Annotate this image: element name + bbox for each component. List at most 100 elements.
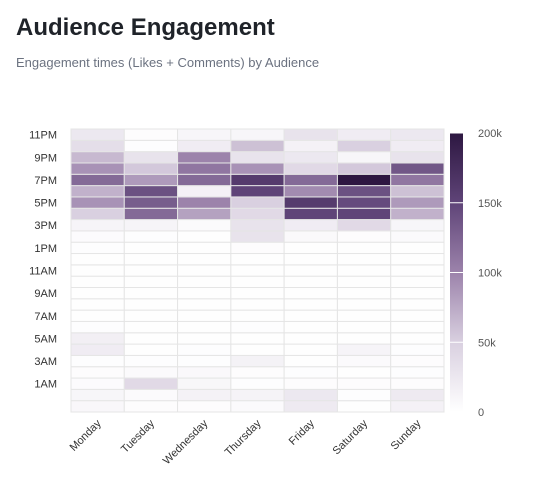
heatmap-cell	[283, 298, 338, 311]
heatmap-cell	[230, 309, 285, 322]
heatmap-cell	[177, 286, 232, 300]
colorbar-tick-label: 50k	[478, 337, 496, 349]
heatmap-cell	[336, 286, 392, 300]
heatmap-cell	[390, 173, 445, 187]
colorbar-tick-label: 100k	[478, 268, 502, 280]
heatmap-cell	[177, 320, 232, 334]
heatmap-cell	[177, 298, 232, 311]
heatmap-cell	[336, 173, 392, 187]
heatmap-cell	[336, 264, 392, 277]
heatmap-cell	[283, 128, 338, 141]
heatmap-cell	[390, 298, 445, 311]
heatmap-cell	[390, 162, 445, 175]
heatmap-cell	[336, 388, 392, 402]
heatmap-cell	[70, 207, 125, 221]
heatmap-cell	[70, 309, 125, 322]
heatmap-cell	[70, 400, 125, 413]
heatmap-cell	[283, 241, 338, 255]
heatmap-cell	[70, 128, 125, 141]
heatmap-cell	[390, 332, 445, 345]
heatmap-cell	[230, 196, 285, 209]
heatmap-cell	[283, 185, 338, 198]
heatmap-cell	[177, 388, 232, 402]
heatmap-cell	[283, 354, 338, 368]
heatmap-cell	[390, 230, 445, 243]
heatmap-cell	[390, 309, 445, 322]
chart-subtitle: Engagement times (Likes + Comments) by A…	[16, 55, 320, 70]
heatmap-cell	[177, 275, 232, 288]
heatmap-cell	[336, 207, 392, 221]
heatmap-cell	[70, 219, 125, 232]
heatmap-cell	[123, 230, 179, 243]
heatmap-cell	[283, 366, 338, 379]
heatmap-cell	[390, 320, 445, 334]
heatmap-cell	[123, 264, 179, 277]
heatmap-cell	[70, 286, 125, 300]
heatmap-cells	[70, 128, 445, 413]
heatmap-cell	[123, 400, 179, 413]
heatmap-cell	[177, 128, 232, 141]
heatmap-cell	[123, 320, 179, 334]
heatmap-cell	[123, 366, 179, 379]
colorbar-tick-label: 200k	[478, 128, 502, 140]
heatmap-cell	[70, 377, 125, 390]
heatmap-cell	[177, 162, 232, 175]
heatmap-cell	[177, 343, 232, 356]
heatmap-cell	[123, 309, 179, 322]
heatmap-cell	[123, 162, 179, 175]
heatmap-cell	[283, 219, 338, 232]
heatmap-cell	[230, 377, 285, 390]
heatmap-cell	[177, 207, 232, 221]
chart-title: Audience Engagement	[16, 14, 275, 41]
heatmap-cell	[230, 286, 285, 300]
heatmap-cell	[177, 185, 232, 198]
y-tick-label: 5AM	[34, 333, 57, 345]
heatmap-cell	[390, 286, 445, 300]
heatmap-cell	[336, 185, 392, 198]
heatmap-cell	[123, 185, 179, 198]
heatmap-cell	[177, 253, 232, 266]
heatmap-cell	[390, 185, 445, 198]
heatmap-cell	[336, 354, 392, 368]
heatmap-cell	[230, 264, 285, 277]
heatmap-cell	[283, 275, 338, 288]
heatmap-cell	[283, 207, 338, 221]
heatmap-cell	[390, 366, 445, 379]
heatmap-cell	[123, 343, 179, 356]
heatmap-cell	[230, 219, 285, 232]
heatmap-cell	[336, 332, 392, 345]
heatmap-cell	[390, 219, 445, 232]
heatmap-cell	[230, 151, 285, 164]
heatmap-cell	[230, 332, 285, 345]
y-tick-label: 5PM	[34, 198, 57, 210]
y-tick-label: 3PM	[34, 220, 57, 232]
heatmap-cell	[177, 400, 232, 413]
heatmap-cell	[70, 275, 125, 288]
heatmap-cell	[123, 253, 179, 266]
heatmap-cell	[390, 275, 445, 288]
x-tick-label: Friday	[287, 417, 317, 447]
heatmap-cell	[336, 151, 392, 164]
heatmap-cell	[70, 354, 125, 368]
heatmap-cell	[123, 219, 179, 232]
heatmap-cell	[390, 400, 445, 413]
heatmap-cell	[230, 320, 285, 334]
heatmap-cell	[336, 320, 392, 334]
heatmap-cell	[177, 366, 232, 379]
heatmap-cell	[70, 139, 125, 153]
x-tick-label: Saturday	[331, 417, 371, 457]
heatmap-cell	[283, 139, 338, 153]
heatmap-cell	[283, 162, 338, 175]
heatmap-cell	[177, 354, 232, 368]
heatmap-cell	[123, 207, 179, 221]
heatmap-cell	[123, 151, 179, 164]
heatmap-cell	[283, 388, 338, 402]
heatmap-cell	[230, 253, 285, 266]
x-tick-label: Wednesday	[161, 417, 211, 467]
heatmap-cell	[390, 196, 445, 209]
x-tick-label: Sunday	[389, 417, 424, 452]
heatmap-cell	[336, 253, 392, 266]
heatmap-cell	[336, 219, 392, 232]
heatmap-cell	[336, 162, 392, 175]
